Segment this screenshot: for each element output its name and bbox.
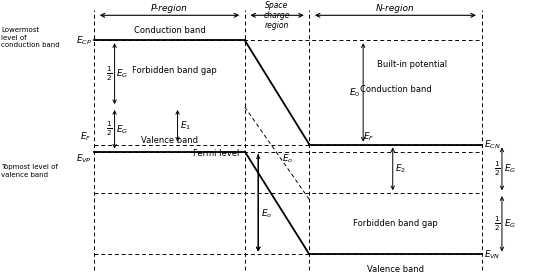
Text: $E_F$: $E_F$ [363,131,374,143]
Text: $E_G$: $E_G$ [504,218,516,230]
Text: $E_G$: $E_G$ [116,123,129,135]
Text: $\frac{1}{2}$: $\frac{1}{2}$ [494,215,500,233]
Text: Forbidden band gap: Forbidden band gap [132,66,217,75]
Text: Lowermost
level of
conduction band: Lowermost level of conduction band [1,27,60,48]
Text: $E_o$: $E_o$ [282,153,294,165]
Text: $E_{CP}$: $E_{CP}$ [75,34,91,46]
Text: $E_F$: $E_F$ [80,131,91,143]
Text: Valence band: Valence band [141,136,198,145]
Text: $E_o$: $E_o$ [261,208,272,220]
Text: $E_{CN}$: $E_{CN}$ [484,138,501,151]
Text: Built-in potential: Built-in potential [377,60,447,69]
Text: $E_G$: $E_G$ [504,163,516,175]
Text: $E_{VP}$: $E_{VP}$ [76,153,91,165]
Text: Valence band: Valence band [367,265,424,274]
Text: $E_G$: $E_G$ [116,68,129,80]
Text: Topmost level of
valence band: Topmost level of valence band [1,164,58,178]
Text: Fermi level: Fermi level [193,149,239,158]
Text: charge: charge [264,11,291,20]
Text: $\frac{1}{2}$: $\frac{1}{2}$ [107,64,113,83]
Text: $E_0$: $E_0$ [349,86,360,99]
Text: N-region: N-region [376,4,415,13]
Text: P-region: P-region [151,4,188,13]
Text: $E_1$: $E_1$ [180,120,192,132]
Text: region: region [265,21,289,30]
Text: $\frac{1}{2}$: $\frac{1}{2}$ [494,160,500,178]
Text: Forbidden band gap: Forbidden band gap [353,219,438,228]
Text: Conduction band: Conduction band [359,85,431,94]
Text: Space: Space [265,1,289,10]
Text: $\frac{1}{2}$: $\frac{1}{2}$ [107,120,113,138]
Text: $E_2$: $E_2$ [395,163,407,175]
Text: Conduction band: Conduction band [133,26,206,35]
Text: $E_{VN}$: $E_{VN}$ [484,248,501,260]
